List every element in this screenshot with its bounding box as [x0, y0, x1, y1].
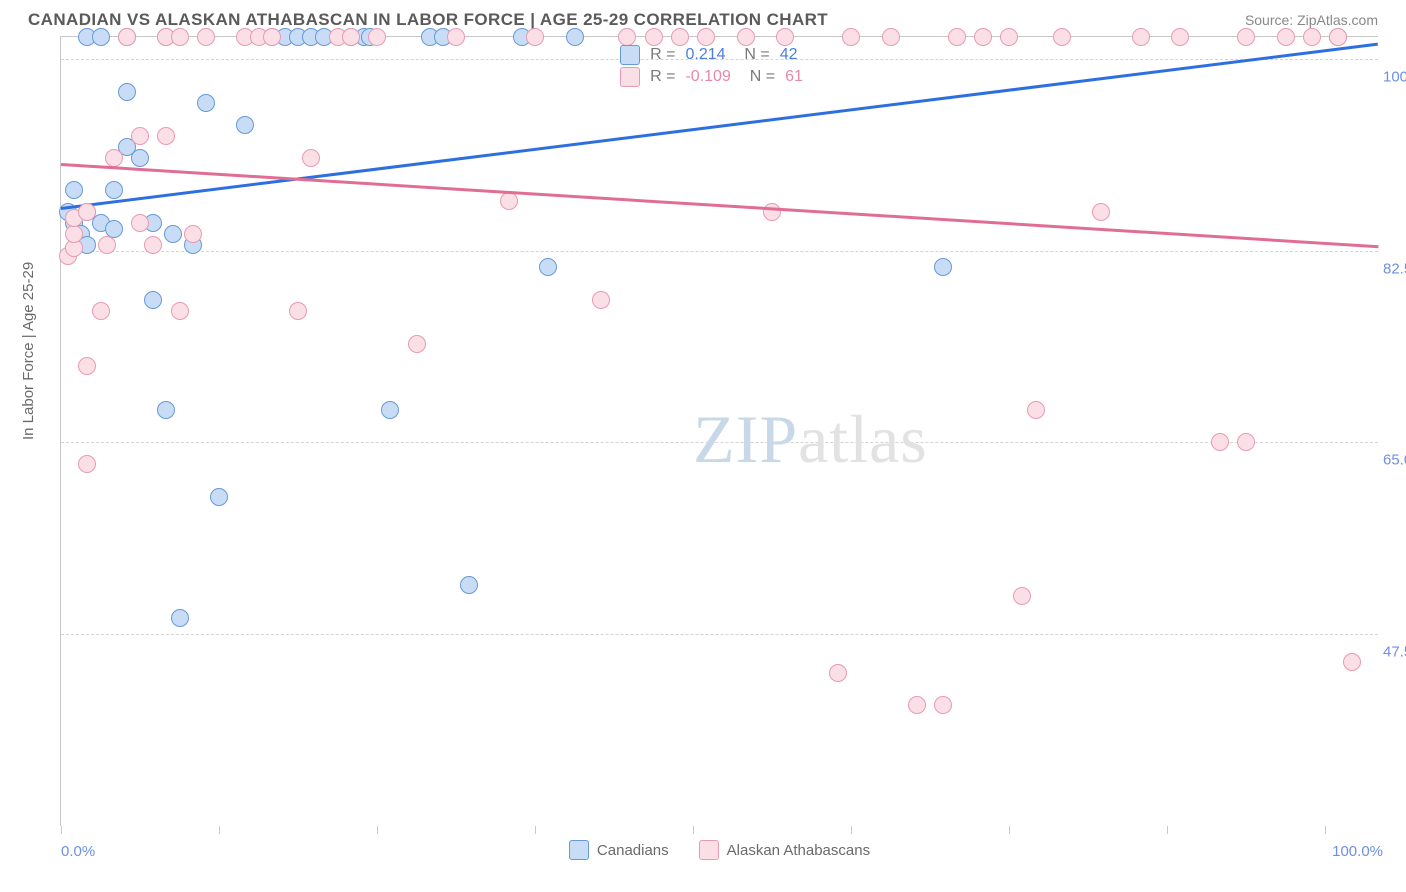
data-point — [948, 28, 966, 46]
data-point — [92, 302, 110, 320]
data-point — [1277, 28, 1295, 46]
data-point — [1237, 433, 1255, 451]
data-point — [210, 488, 228, 506]
data-point — [500, 192, 518, 210]
data-point — [144, 291, 162, 309]
data-point — [171, 28, 189, 46]
data-point — [78, 455, 96, 473]
data-point — [1053, 28, 1071, 46]
data-point — [1211, 433, 1229, 451]
y-tick-label: 47.5% — [1383, 644, 1406, 661]
data-point — [157, 401, 175, 419]
data-point — [539, 258, 557, 276]
swatch-icon — [620, 67, 640, 87]
data-point — [974, 28, 992, 46]
data-point — [1013, 587, 1031, 605]
data-point — [447, 28, 465, 46]
data-point — [342, 28, 360, 46]
grid-line — [61, 442, 1378, 443]
data-point — [78, 357, 96, 375]
legend: Canadians Alaskan Athabascans — [61, 840, 1378, 860]
data-point — [197, 28, 215, 46]
data-point — [171, 609, 189, 627]
data-point — [105, 149, 123, 167]
y-tick-label: 65.0% — [1383, 452, 1406, 469]
x-tick — [535, 826, 536, 834]
data-point — [197, 94, 215, 112]
swatch-icon — [569, 840, 589, 860]
data-point — [157, 127, 175, 145]
data-point — [118, 83, 136, 101]
y-axis-label: In Labor Force | Age 25-29 — [20, 262, 37, 440]
data-point — [263, 28, 281, 46]
data-point — [118, 28, 136, 46]
y-tick-label: 82.5% — [1383, 260, 1406, 277]
data-point — [302, 149, 320, 167]
swatch-icon — [699, 840, 719, 860]
data-point — [934, 696, 952, 714]
data-point — [908, 696, 926, 714]
data-point — [460, 576, 478, 594]
data-point — [289, 302, 307, 320]
source-attribution: Source: ZipAtlas.com — [1245, 12, 1378, 28]
x-tick — [219, 826, 220, 834]
stat-row-alaskan: R = -0.109 N = 61 — [620, 67, 803, 87]
swatch-icon — [620, 45, 640, 65]
trend-line — [61, 163, 1378, 248]
data-point — [184, 225, 202, 243]
chart-area: 100.0%82.5%65.0%47.5% ZIPatlas R = 0.214… — [60, 36, 1378, 826]
data-point — [526, 28, 544, 46]
data-point — [65, 225, 83, 243]
data-point — [1329, 28, 1347, 46]
x-tick — [1009, 826, 1010, 834]
legend-item-canadians: Canadians — [569, 840, 669, 860]
data-point — [381, 401, 399, 419]
x-tick — [377, 826, 378, 834]
data-point — [1343, 653, 1361, 671]
data-point — [1237, 28, 1255, 46]
data-point — [882, 28, 900, 46]
data-point — [408, 335, 426, 353]
data-point — [1171, 28, 1189, 46]
data-point — [368, 28, 386, 46]
x-tick — [61, 826, 62, 834]
data-point — [592, 291, 610, 309]
grid-line — [61, 634, 1378, 635]
chart-title: CANADIAN VS ALASKAN ATHABASCAN IN LABOR … — [28, 10, 828, 30]
data-point — [131, 127, 149, 145]
data-point — [1027, 401, 1045, 419]
data-point — [1000, 28, 1018, 46]
x-tick — [693, 826, 694, 834]
x-tick — [1325, 826, 1326, 834]
data-point — [171, 302, 189, 320]
data-point — [934, 258, 952, 276]
stat-row-canadians: R = 0.214 N = 42 — [620, 45, 803, 65]
y-tick-label: 100.0% — [1383, 68, 1406, 85]
data-point — [1092, 203, 1110, 221]
data-point — [1303, 28, 1321, 46]
data-point — [842, 28, 860, 46]
data-point — [131, 214, 149, 232]
data-point — [566, 28, 584, 46]
data-point — [164, 225, 182, 243]
correlation-stats-box: R = 0.214 N = 42 R = -0.109 N = 61 — [614, 41, 809, 91]
data-point — [105, 181, 123, 199]
x-tick — [1167, 826, 1168, 834]
data-point — [829, 664, 847, 682]
data-point — [144, 236, 162, 254]
data-point — [1132, 28, 1150, 46]
data-point — [78, 203, 96, 221]
data-point — [98, 236, 116, 254]
grid-line — [61, 251, 1378, 252]
data-point — [92, 28, 110, 46]
data-point — [131, 149, 149, 167]
legend-item-alaskan: Alaskan Athabascans — [699, 840, 870, 860]
x-tick — [851, 826, 852, 834]
data-point — [105, 220, 123, 238]
data-point — [236, 116, 254, 134]
data-point — [65, 181, 83, 199]
